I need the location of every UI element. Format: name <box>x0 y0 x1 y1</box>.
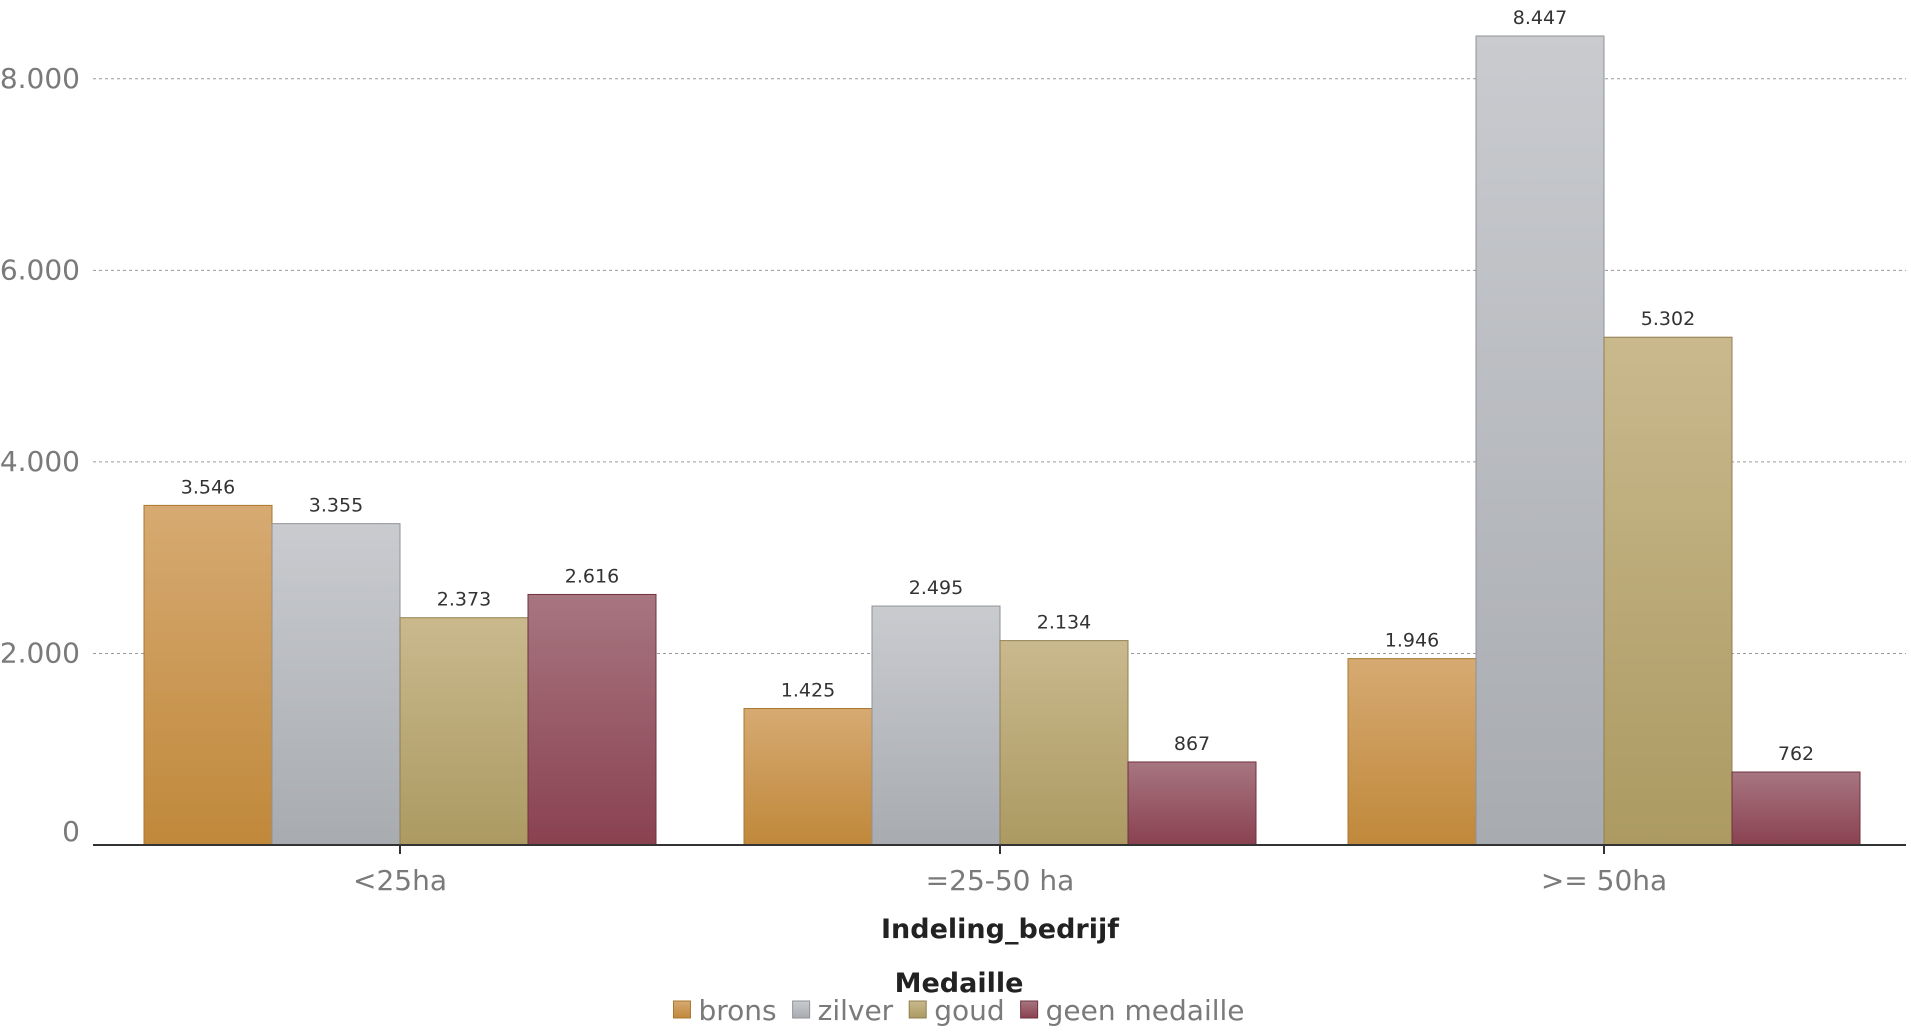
y-tick-label: 6.000 <box>0 253 80 286</box>
bar-goud-2 <box>1603 336 1733 846</box>
bar-goud-0 <box>399 617 529 846</box>
x-tick-label: <25ha <box>353 864 447 897</box>
legend-label: goud <box>934 994 1004 1027</box>
x-tick-label: >= 50ha <box>1541 864 1667 897</box>
legend-swatch <box>672 1000 691 1019</box>
legend-swatch <box>1020 1000 1039 1019</box>
x-axis-title: Indeling_bedrijf <box>881 914 1119 945</box>
data-label: 1.425 <box>781 680 835 702</box>
data-label: 5.302 <box>1641 308 1695 330</box>
data-label: 867 <box>1174 733 1210 755</box>
legend-item-goud[interactable]: goud <box>908 994 1005 1027</box>
legend-item-brons[interactable]: brons <box>672 994 777 1027</box>
data-label: 1.946 <box>1385 630 1439 652</box>
data-label: 2.134 <box>1037 612 1091 634</box>
y-tick-label: 4.000 <box>0 445 80 478</box>
legend-title: Medaille <box>895 968 1024 999</box>
legend-label: brons <box>698 994 776 1027</box>
legend-swatch <box>908 1000 927 1019</box>
legend-label: zilver <box>818 994 894 1027</box>
bar-goud-1 <box>999 640 1129 846</box>
y-tick-label: 0 <box>62 815 80 848</box>
legend-label: geen medaille <box>1046 994 1245 1027</box>
data-label: 2.495 <box>909 577 963 599</box>
y-tick-label: 2.000 <box>0 636 80 669</box>
data-label: 8.447 <box>1513 7 1567 29</box>
x-tick-label: =25-50 ha <box>926 864 1075 897</box>
legend-item-zilver[interactable]: zilver <box>792 994 894 1027</box>
bar-brons-0 <box>143 504 273 846</box>
data-label: 2.616 <box>565 565 619 587</box>
bar-zilver-0 <box>271 523 401 846</box>
legend-item-geen-medaille[interactable]: geen medaille <box>1020 994 1245 1027</box>
y-tick-label: 8.000 <box>0 62 80 95</box>
data-label: 2.373 <box>437 589 491 611</box>
data-label: 3.546 <box>181 476 235 498</box>
bar-geen-medaille-1 <box>1127 761 1257 846</box>
bar-zilver-1 <box>871 605 1001 846</box>
y-axis-ticks: 0 2.000 4.000 6.000 8.000 <box>0 62 80 848</box>
bar-geen-medaille-0 <box>527 593 657 846</box>
bar-brons-1 <box>743 708 873 846</box>
bar-zilver-2 <box>1475 35 1605 846</box>
bars <box>143 35 1861 846</box>
bar-brons-2 <box>1347 658 1477 846</box>
legend-swatch <box>792 1000 811 1019</box>
x-axis-ticks: <25ha =25-50 ha >= 50ha <box>353 845 1667 897</box>
data-label: 762 <box>1778 743 1814 765</box>
data-label: 3.355 <box>309 495 363 517</box>
legend: brons zilver goud geen medaille <box>672 994 1245 1027</box>
data-labels: 3.546 3.355 2.373 2.616 1.425 2.495 2.134 867 1.… <box>181 7 1814 765</box>
bar-geen-medaille-2 <box>1731 771 1861 846</box>
